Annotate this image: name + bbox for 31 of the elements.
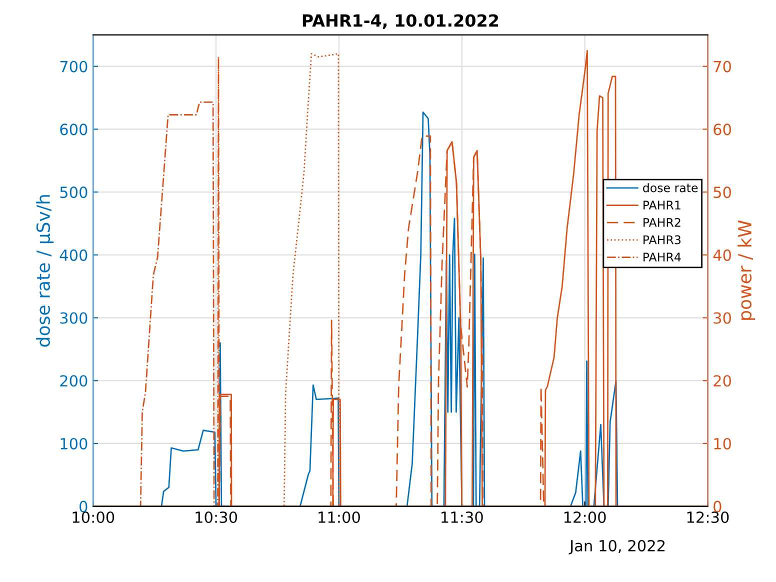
y-tick-label: 300	[60, 312, 88, 324]
chart-title: PAHR1-4, 10.01.2022	[302, 14, 498, 29]
legend-label: PAHR2	[644, 218, 680, 227]
legend-label: PAHR4	[644, 252, 681, 262]
x-tick-label: 12:00	[564, 511, 606, 524]
y-tick-label: 500	[60, 186, 88, 198]
x-tick-label: 12:30	[687, 511, 729, 524]
y2-tick-label: 20	[714, 375, 731, 387]
y2-tick-label: 60	[714, 124, 731, 136]
x-tick-label: 11:30	[442, 511, 483, 524]
y-tick-label: 700	[60, 60, 88, 72]
y2-tick-label: 0	[714, 500, 722, 512]
legend-label: PAHR3	[644, 235, 680, 244]
y-tick-label: 0	[80, 500, 88, 512]
text: Jan 10, 2022	[568, 540, 665, 554]
y2-tick-label: 50	[714, 186, 731, 198]
x-tick-label: 11:00	[318, 511, 360, 524]
y-axis-title: dose rate / µSv/h	[36, 195, 54, 347]
y2-tick-label: 70	[714, 60, 731, 72]
y-tick-label: 400	[60, 249, 88, 261]
y2-tick-label: 40	[713, 249, 731, 261]
legend-label: PAHR1	[644, 200, 680, 210]
y-tick-label: 100	[60, 438, 88, 450]
x-tick-label: 10:00	[72, 511, 114, 524]
y2-tick-label: 10	[714, 438, 731, 450]
y-tick-label: 200	[60, 375, 88, 387]
x-tick-label: 10:30	[196, 511, 238, 524]
y2-tick-label: 30	[714, 312, 731, 324]
y-tick-label: 600	[60, 124, 88, 136]
legend-label: dose rate	[643, 183, 698, 192]
y2-axis-title: power / kW	[738, 220, 756, 320]
